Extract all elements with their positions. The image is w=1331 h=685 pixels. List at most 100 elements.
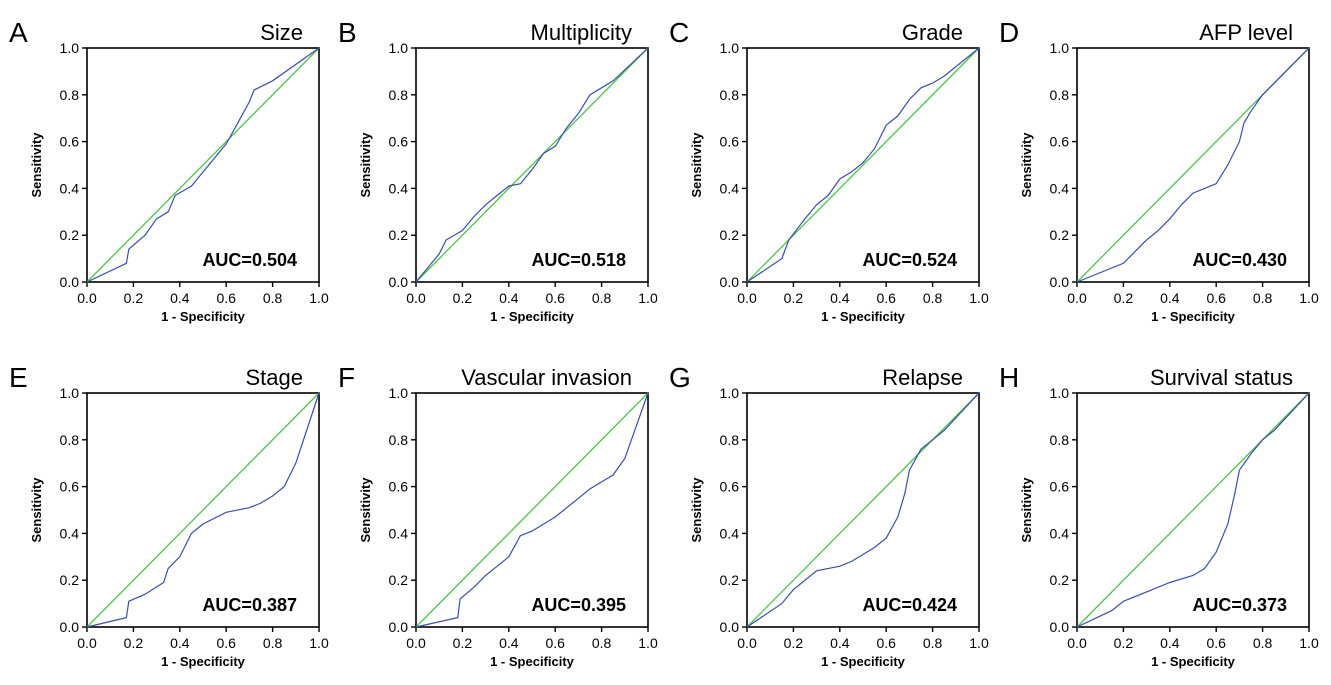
panel-letter: E [9, 362, 28, 393]
x-tick-label: 0.8 [263, 290, 283, 306]
chart-title: Relapse [882, 365, 963, 390]
roc-curve [746, 392, 980, 628]
roc-panel-g: G Relapse 0.0 0.2 0.4 0.6 0.8 1.0 0.0 0.2 0.4 0.6 0.… [669, 362, 989, 669]
x-tick-label: 0.6 [545, 635, 565, 651]
y-axis-label: Sensitivity [358, 477, 373, 543]
y-tick-label: 0.4 [389, 180, 409, 196]
panel-letter: D [999, 17, 1019, 48]
y-tick-label: 0.2 [60, 227, 80, 243]
roc-panel-a: A Size 0.0 0.2 0.4 0.6 0.8 1.0 0.0 0.2 0.4 0.6 0.8 1.… [9, 17, 329, 324]
x-axis-label: 1 - Specificity [1151, 309, 1236, 324]
x-tick-label: 0.0 [1067, 290, 1087, 306]
x-tick-label: 0.6 [216, 635, 236, 651]
x-tick-label: 0.8 [263, 635, 283, 651]
x-tick-label: 1.0 [638, 290, 658, 306]
y-axis-label: Sensitivity [29, 477, 44, 543]
y-tick-label: 0.6 [389, 479, 409, 495]
y-tick-label: 1.0 [389, 385, 409, 401]
x-tick-label: 0.2 [1114, 635, 1134, 651]
y-tick-label: 0.8 [720, 432, 740, 448]
plot-frame [86, 47, 320, 283]
plot-frame [1076, 47, 1310, 283]
y-tick-label: 0.2 [1050, 572, 1070, 588]
y-tick-label: 0.2 [389, 227, 409, 243]
panel-letter: F [338, 362, 355, 393]
roc-panel-c: C Grade 0.0 0.2 0.4 0.6 0.8 1.0 0.0 0.2 0.4 0.6 0.8 1… [669, 17, 989, 324]
plot-frame [746, 47, 980, 283]
y-tick-label: 0.0 [60, 619, 80, 635]
y-tick-label: 0.4 [389, 525, 409, 541]
x-tick-label: 0.0 [406, 635, 426, 651]
y-tick-label: 0.8 [389, 432, 409, 448]
panel-letter: B [338, 17, 357, 48]
y-tick-label: 1.0 [1050, 40, 1070, 56]
x-axis-label: 1 - Specificity [161, 309, 246, 324]
roc-curve [415, 392, 649, 628]
x-tick-label: 1.0 [969, 635, 989, 651]
y-tick-label: 0.8 [1050, 87, 1070, 103]
x-tick-label: 0.6 [1206, 290, 1226, 306]
y-tick-label: 0.6 [60, 479, 80, 495]
y-tick-label: 0.6 [720, 479, 740, 495]
y-tick-label: 0.0 [60, 274, 80, 290]
y-tick-label: 0.4 [1050, 525, 1070, 541]
roc-panel-h: H Survival status 0.0 0.2 0.4 0.6 0.8 1.0 0.0 0.2… [999, 362, 1319, 669]
chart-title: Survival status [1150, 365, 1293, 390]
x-tick-label: 0.0 [77, 635, 97, 651]
auc-annotation: AUC=0.430 [1192, 250, 1287, 270]
y-tick-label: 1.0 [720, 40, 740, 56]
reference-line [746, 47, 980, 283]
x-tick-label: 0.6 [545, 290, 565, 306]
x-tick-label: 0.2 [124, 635, 144, 651]
chart-title: AFP level [1199, 20, 1293, 45]
y-axis-label: Sensitivity [1019, 132, 1034, 198]
y-tick-label: 0.6 [720, 134, 740, 150]
y-axis-label: Sensitivity [29, 132, 44, 198]
y-tick-label: 0.0 [389, 619, 409, 635]
roc-curve [1076, 47, 1310, 283]
y-tick-label: 1.0 [720, 385, 740, 401]
plot-frame [1076, 392, 1310, 628]
y-tick-label: 0.4 [720, 525, 740, 541]
x-tick-label: 0.4 [830, 290, 850, 306]
panel-letter: A [9, 17, 28, 48]
auc-annotation: AUC=0.395 [531, 595, 626, 615]
auc-annotation: AUC=0.387 [202, 595, 297, 615]
x-tick-label: 0.6 [216, 290, 236, 306]
x-tick-label: 0.6 [876, 635, 896, 651]
roc-curve [86, 47, 320, 283]
auc-annotation: AUC=0.424 [862, 595, 957, 615]
plot-frame [746, 392, 980, 628]
x-axis-label: 1 - Specificity [161, 654, 246, 669]
y-tick-label: 0.8 [60, 432, 80, 448]
plot-frame [415, 392, 649, 628]
y-tick-label: 0.8 [60, 87, 80, 103]
y-tick-label: 0.4 [1050, 180, 1070, 196]
x-tick-label: 0.8 [1253, 635, 1273, 651]
roc-panel-b: B Multiplicity 0.0 0.2 0.4 0.6 0.8 1.0 0.0 0.2 0.4… [338, 17, 658, 324]
auc-annotation: AUC=0.504 [202, 250, 297, 270]
x-tick-label: 0.2 [124, 290, 144, 306]
x-tick-label: 0.2 [784, 635, 804, 651]
reference-line [415, 47, 649, 283]
roc-curve [746, 47, 980, 283]
y-tick-label: 0.2 [720, 572, 740, 588]
roc-panel-f: F Vascular invasion 0.0 0.2 0.4 0.6 0.8 1.0 0.0 0… [338, 362, 658, 669]
x-tick-label: 1.0 [638, 635, 658, 651]
y-axis-label: Sensitivity [689, 477, 704, 543]
chart-title: Vascular invasion [461, 365, 632, 390]
y-tick-label: 0.6 [60, 134, 80, 150]
chart-title: Multiplicity [531, 20, 632, 45]
chart-title: Grade [902, 20, 963, 45]
x-tick-label: 0.2 [1114, 290, 1134, 306]
auc-annotation: AUC=0.524 [862, 250, 957, 270]
chart-title: Size [260, 20, 303, 45]
y-tick-label: 0.2 [720, 227, 740, 243]
reference-line [1076, 392, 1310, 628]
x-axis-label: 1 - Specificity [1151, 654, 1236, 669]
y-tick-label: 0.2 [1050, 227, 1070, 243]
y-tick-label: 0.6 [1050, 479, 1070, 495]
x-tick-label: 0.0 [737, 635, 757, 651]
reference-line [746, 392, 980, 628]
